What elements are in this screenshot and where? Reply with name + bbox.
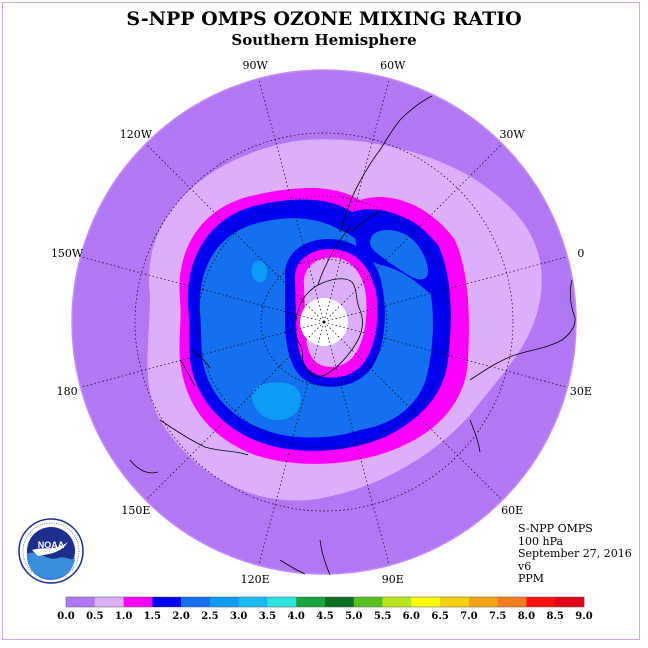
longitude-label: 120W (120, 128, 153, 141)
longitude-label: 0 (577, 247, 584, 260)
info-level: 100 hPa (518, 534, 564, 548)
noaa-emblem: NOAA (18, 518, 84, 584)
coastline-south-america (339, 95, 433, 233)
longitude-label: 60E (501, 504, 523, 517)
map-subtitle: Southern Hemisphere (231, 31, 417, 49)
longitude-label: 90E (382, 573, 404, 586)
product-info: S-NPP OMPS 100 hPa September 27, 2016 v6… (518, 522, 632, 586)
coastline-antarctica (294, 278, 363, 377)
noaa-logo: NOAA (18, 518, 84, 589)
longitude-label: 150E (121, 504, 150, 517)
longitude-label: 150W (51, 247, 84, 260)
figure-frame (2, 2, 640, 640)
band-2.5-3.0-b (251, 260, 268, 283)
latitude-circle (134, 132, 514, 512)
info-instrument: S-NPP OMPS (518, 522, 593, 535)
longitude-label: 180 (57, 385, 78, 398)
logo-wordmark: NOAA (38, 540, 65, 550)
graticule (80, 78, 568, 566)
longitude-label: 120E (241, 573, 270, 586)
upper-lobe-2.0 (370, 230, 428, 280)
longitude-label: 90W (243, 59, 269, 72)
longitude-label: 30W (499, 128, 525, 141)
coastlines (129, 95, 576, 576)
map-boundary (71, 69, 577, 575)
longitude-label: 60W (380, 59, 406, 72)
info-units: PPM (518, 572, 545, 585)
longitude-labels: 90W 60W 30W 0 30E 60E 90E 120E 150E 180 150W 120W (51, 59, 592, 586)
latitude-circle (260, 258, 388, 386)
latitude-circle (197, 195, 451, 449)
longitude-label: 30E (570, 385, 592, 398)
info-version: v6 (518, 559, 532, 573)
coastline-se-asia (279, 539, 331, 576)
map-title: S-NPP OMPS OZONE MIXING RATIO (126, 8, 522, 30)
info-date: September 27, 2016 (518, 547, 632, 560)
coastline-africa (469, 279, 576, 381)
coastline-new-zealand (179, 349, 211, 387)
coastline-australia (129, 419, 249, 474)
coastline-antarctic-peninsula (317, 225, 351, 286)
coastline-madagascar (469, 419, 481, 453)
band-2.5-3.0 (251, 382, 301, 421)
